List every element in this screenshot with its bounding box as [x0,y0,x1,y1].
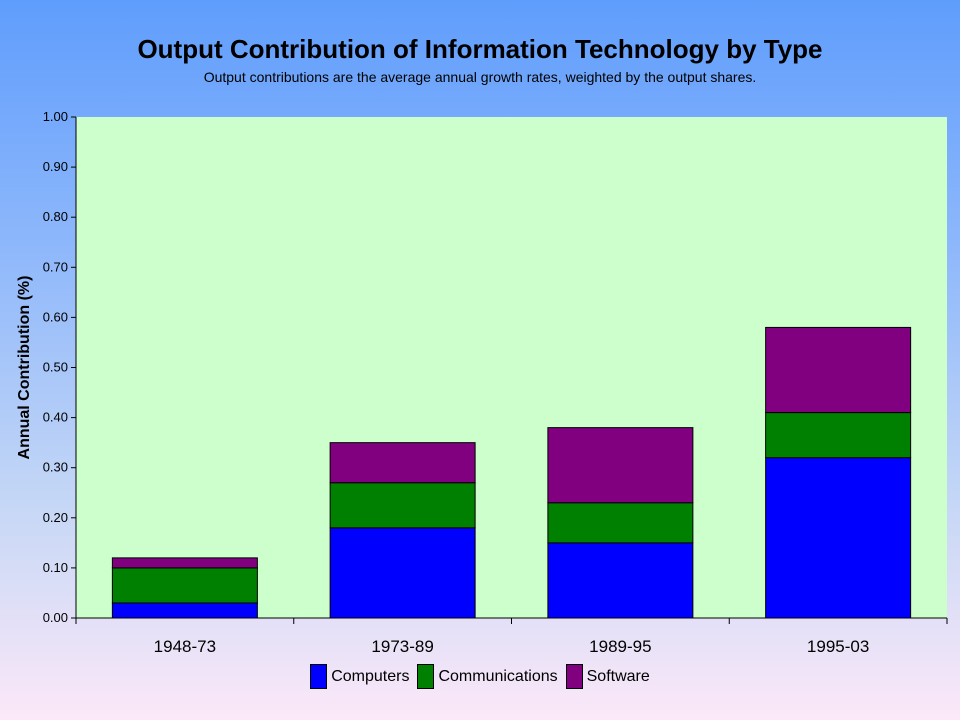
y-tick-label: 1.00 [43,109,68,124]
bar-software-1948-73 [111,557,258,569]
bar-communications-1989-95 [547,502,694,544]
y-axis-title: Annual Contribution (%) [16,276,33,460]
bar-computers-1973-89 [329,527,476,619]
legend-label-software: Software [586,667,650,685]
y-tick-label: 0.90 [43,159,68,174]
legend-label-communications: Communications [438,667,558,685]
legend-item-software: Software [565,664,650,689]
bar-software-1989-95 [547,427,694,504]
bar-computers-1948-73 [111,602,258,619]
bar-computers-1989-95 [547,542,694,619]
chart-title: Output Contribution of Information Techn… [137,34,823,64]
y-tick-label: 0.30 [43,460,68,475]
legend-swatch-computers [310,664,328,689]
y-tick-label: 0.20 [43,510,68,525]
x-tick-label: 1989-95 [589,637,651,656]
y-tick-label: 0.10 [43,560,68,575]
bar-software-1995-03 [765,326,912,414]
bar-communications-1973-89 [329,482,476,529]
y-tick-label: 0.50 [43,360,68,375]
legend-swatch-software [565,664,583,689]
bar-computers-1995-03 [765,457,912,619]
x-tick-label: 1995-03 [807,637,869,656]
y-tick-label: 0.00 [43,610,68,625]
x-tick-label: 1948-73 [154,637,216,656]
bar-communications-1948-73 [111,567,258,604]
bar-software-1973-89 [329,442,476,484]
y-tick-label: 0.40 [43,410,68,425]
chart-legend: Computers Communications Software [0,664,960,689]
y-tick-label: 0.80 [43,209,68,224]
x-tick-label: 1973-89 [371,637,433,656]
legend-item-computers: Computers [310,664,409,689]
legend-label-computers: Computers [331,667,410,685]
y-tick-label: 0.60 [43,309,68,324]
bar-communications-1995-03 [765,412,912,459]
chart-subtitle: Output contributions are the average ann… [203,69,757,85]
y-tick-label: 0.70 [43,259,68,274]
legend-swatch-communications [417,664,435,689]
legend-item-communications: Communications [417,664,558,689]
